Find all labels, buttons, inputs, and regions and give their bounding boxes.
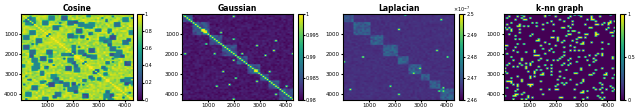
Title: Cosine: Cosine	[63, 4, 92, 13]
Title: k-nn graph: k-nn graph	[536, 4, 583, 13]
Title: $\times10^{-7}$: $\times10^{-7}$	[452, 5, 470, 14]
Title: Gaussian: Gaussian	[218, 4, 257, 13]
Title: Laplacian: Laplacian	[378, 4, 419, 13]
